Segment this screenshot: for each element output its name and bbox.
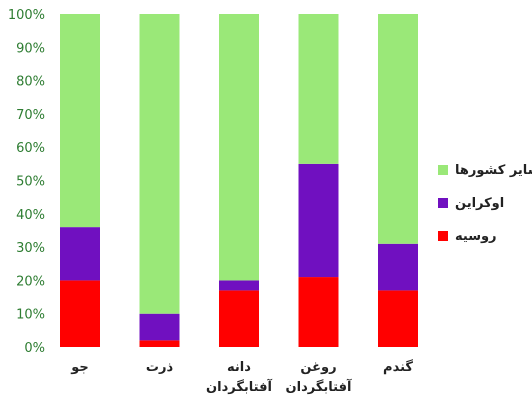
- bar-segment: [378, 290, 418, 347]
- y-tick-label: 80%: [16, 75, 45, 90]
- y-tick-label: 70%: [16, 108, 45, 123]
- y-axis: 0% 10% 20% 30% 40% 50% 60% 70% 80% 90% 100%: [8, 8, 45, 356]
- bar-segment: [298, 14, 339, 164]
- bar-segment: [298, 163, 339, 278]
- bar-segment: [219, 290, 259, 347]
- legend-label: اوکراین: [455, 196, 504, 211]
- bar-segment: [60, 227, 100, 281]
- y-tick-label: 60%: [16, 141, 45, 156]
- y-tick-label: 90%: [16, 41, 45, 56]
- x-category-label: روغن آفتابگردان: [286, 360, 352, 395]
- y-tick-label: 50%: [16, 175, 45, 190]
- bar-segment: [219, 280, 259, 291]
- bar-segment: [139, 340, 180, 347]
- y-tick-label: 0%: [24, 341, 45, 356]
- x-category-label: جو: [70, 360, 89, 375]
- legend-swatch: [438, 198, 448, 208]
- legend-swatch: [438, 165, 448, 175]
- legend-label: سایر کشورها: [455, 163, 532, 178]
- y-tick-label: 40%: [16, 208, 45, 223]
- legend-label: روسیه: [455, 229, 497, 244]
- y-tick-label: 10%: [16, 308, 45, 323]
- bar-segment: [139, 14, 180, 314]
- plot-area: [60, 14, 418, 347]
- x-category-label: ذرت: [146, 360, 174, 375]
- legend-swatch: [438, 231, 448, 241]
- bar-segment: [378, 14, 418, 244]
- bar-segment: [60, 280, 100, 347]
- bar-segment: [60, 14, 100, 228]
- bar-segment: [298, 277, 339, 347]
- bar-segment: [378, 243, 418, 291]
- x-category-label: گندم: [383, 359, 413, 375]
- y-tick-label: 30%: [16, 241, 45, 256]
- x-axis: جو ذرت دانه آفتابگردان روغن آفتابگردان گندم: [70, 359, 413, 395]
- legend: سایر کشورها اوکراین روسیه: [438, 163, 532, 244]
- x-category-label: دانه آفتابگردان: [206, 360, 272, 395]
- bar-segment: [219, 14, 259, 281]
- y-tick-label: 100%: [8, 8, 45, 23]
- y-tick-label: 20%: [16, 274, 45, 289]
- bar-segment: [139, 313, 180, 341]
